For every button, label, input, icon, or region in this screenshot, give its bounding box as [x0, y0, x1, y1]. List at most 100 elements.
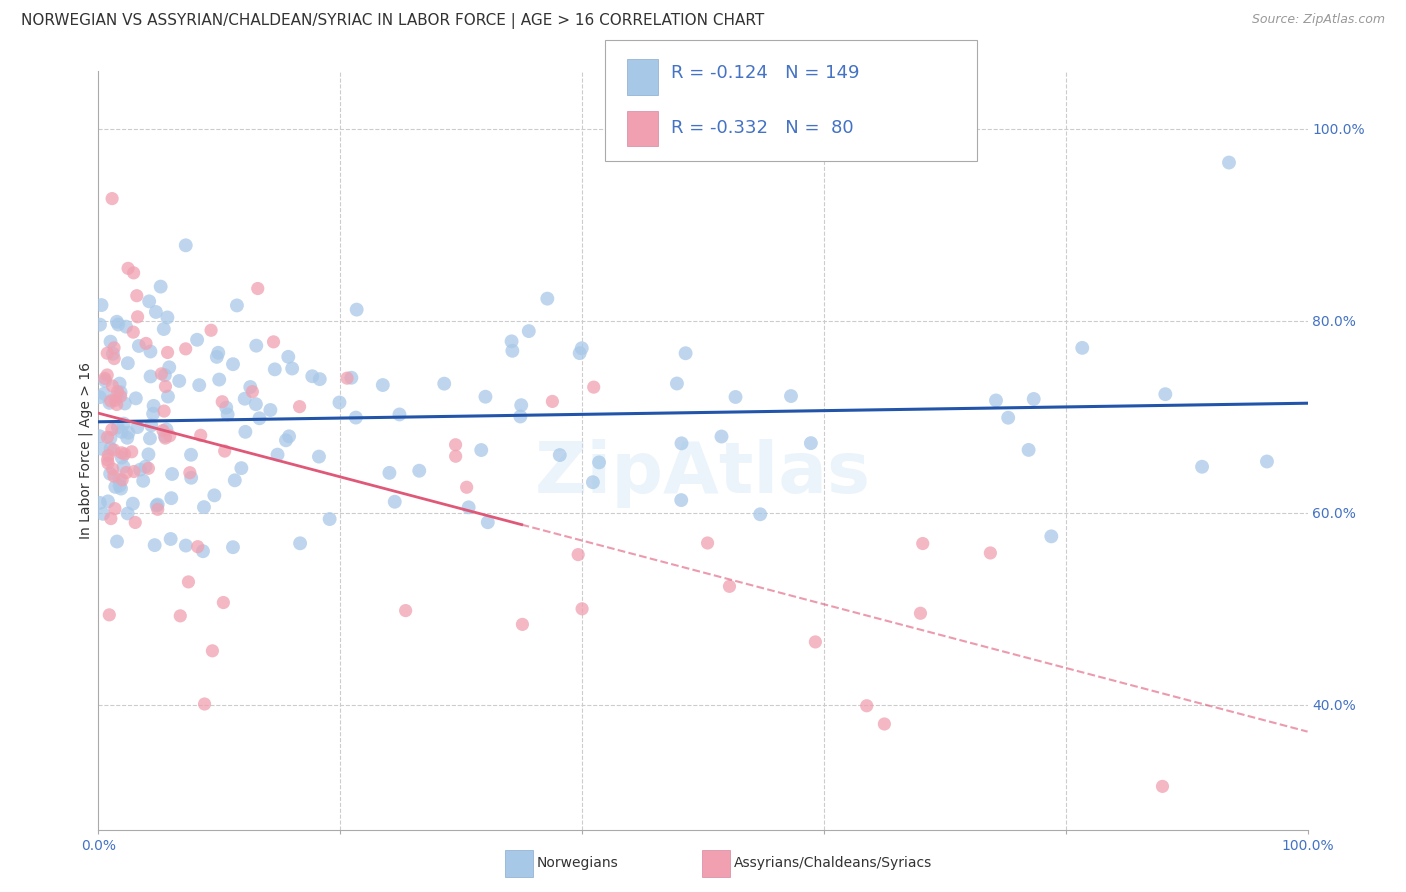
Point — [188, 378, 211, 392]
Point — [152, 424, 174, 438]
Point — [107, 384, 129, 399]
Point — [582, 380, 605, 394]
Point — [160, 491, 183, 505]
Point — [110, 446, 132, 460]
Point — [1152, 780, 1174, 794]
Point — [202, 488, 225, 502]
Point — [141, 418, 163, 433]
Point — [139, 344, 162, 359]
Point — [96, 430, 118, 444]
Point — [89, 318, 111, 332]
Point — [138, 447, 160, 461]
Point — [159, 532, 181, 546]
Point — [117, 356, 139, 370]
Point — [155, 379, 177, 393]
Point — [107, 420, 129, 434]
Point — [96, 452, 118, 467]
Point — [671, 493, 693, 508]
Point — [93, 386, 115, 401]
Point — [193, 500, 215, 515]
Point — [174, 238, 197, 252]
Point — [110, 482, 132, 496]
Point — [214, 444, 236, 458]
Point — [142, 399, 165, 413]
Point — [153, 429, 176, 443]
Point — [156, 345, 179, 359]
Point — [1018, 442, 1040, 457]
Point — [568, 346, 591, 360]
Point — [104, 501, 127, 516]
Text: Source: ZipAtlas.com: Source: ZipAtlas.com — [1251, 13, 1385, 27]
Point — [855, 698, 877, 713]
Point — [117, 431, 139, 445]
Point — [249, 411, 271, 425]
Point — [93, 371, 115, 385]
Point — [100, 511, 122, 525]
Point — [696, 536, 718, 550]
Text: Assyrians/Chaldeans/Syriacs: Assyrians/Chaldeans/Syriacs — [734, 855, 932, 870]
Point — [114, 396, 136, 410]
Point — [395, 604, 418, 618]
Point — [548, 448, 571, 462]
Point — [111, 425, 134, 439]
Point — [804, 635, 827, 649]
Point — [114, 447, 136, 461]
Point — [105, 315, 128, 329]
Text: Norwegians: Norwegians — [537, 855, 619, 870]
Point — [226, 298, 249, 312]
Point — [231, 461, 253, 475]
Point — [346, 302, 368, 317]
Point — [105, 534, 128, 549]
Point — [103, 442, 125, 457]
Point — [344, 410, 367, 425]
Point — [207, 345, 229, 359]
Point — [1218, 155, 1240, 169]
Point — [104, 480, 127, 494]
Point — [104, 393, 127, 408]
Point — [138, 294, 160, 309]
Point — [512, 617, 534, 632]
Text: R = -0.124   N = 149: R = -0.124 N = 149 — [671, 64, 859, 82]
Point — [135, 336, 157, 351]
Point — [328, 395, 350, 409]
Point — [433, 376, 456, 391]
Point — [97, 449, 120, 463]
Point — [125, 392, 148, 406]
Point — [89, 390, 111, 404]
Point — [384, 494, 406, 508]
Point — [571, 341, 593, 355]
Point — [1022, 392, 1045, 406]
Point — [1256, 454, 1278, 468]
Point — [1191, 459, 1213, 474]
Point — [378, 466, 401, 480]
Point — [371, 378, 394, 392]
Point — [112, 417, 135, 431]
Point — [101, 379, 124, 393]
Point — [100, 442, 122, 456]
Point — [107, 318, 129, 332]
Point — [340, 370, 363, 384]
Point — [117, 507, 139, 521]
Point — [582, 475, 605, 490]
Point — [457, 500, 479, 515]
Point — [536, 292, 558, 306]
Point — [235, 425, 257, 439]
Point — [671, 436, 693, 450]
Point — [246, 281, 269, 295]
Point — [150, 367, 173, 381]
Point — [240, 384, 263, 399]
Point — [132, 474, 155, 488]
Point — [112, 459, 135, 474]
Point — [156, 390, 179, 404]
Point — [153, 404, 176, 418]
Point — [90, 442, 112, 456]
Point — [180, 471, 202, 485]
Point — [101, 347, 124, 361]
Point — [222, 540, 245, 554]
Point — [984, 393, 1007, 408]
Point — [509, 409, 531, 424]
Point — [153, 368, 176, 383]
Point — [910, 607, 932, 621]
Point — [239, 380, 262, 394]
Point — [121, 497, 143, 511]
